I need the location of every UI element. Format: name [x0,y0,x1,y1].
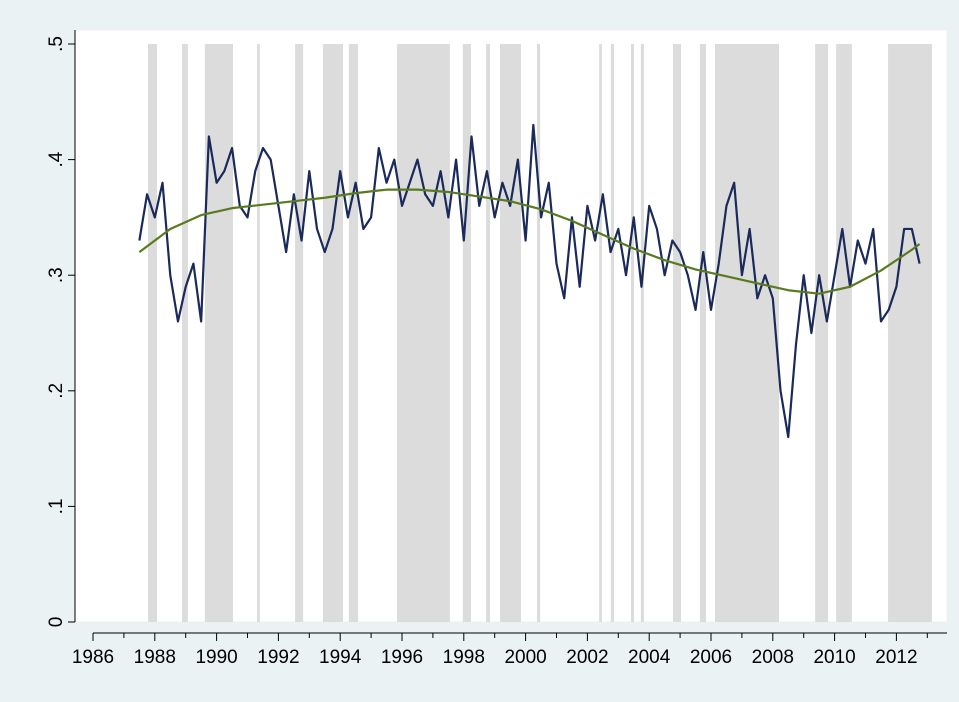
shaded-period [672,44,682,622]
shaded-period [322,44,343,622]
shaded-period [537,44,541,622]
x-tick-label: 1994 [319,647,362,668]
series-line [138,188,921,295]
x-tick-label: 2010 [813,647,855,668]
x-tick-label: 2012 [875,647,917,668]
shaded-period [204,44,233,622]
x-tick-label: 1990 [195,647,237,668]
x-tick-label: 2008 [752,647,794,668]
shaded-period [499,44,521,622]
x-tick-label: 2000 [504,647,546,668]
shaded-period [397,44,450,622]
shaded-period [815,44,829,622]
y-tick-label: .5 [46,36,67,52]
shaded-period [599,44,602,622]
shaded-period [836,44,852,622]
axes: 0 .1 .2 .3 .4 .5 1986 1988 1990 1992 1994 1996 1998 2… [46,30,947,668]
x-tick-label: 2004 [628,647,671,668]
shaded-period [486,44,491,622]
shaded-period [699,44,707,622]
shaded-period [257,44,260,622]
x-tick-label: 1998 [443,647,485,668]
y-tick-label: .4 [46,151,67,167]
shaded-period [181,44,188,622]
x-tick-label: 2006 [690,647,732,668]
shaded-period [462,44,471,622]
x-tick-label: 1988 [134,647,176,668]
lines [138,123,921,439]
y-tick-label: .1 [46,498,67,514]
shaded-period [348,44,359,622]
shaded-period [715,44,779,622]
y-tick-label: 0 [46,617,67,628]
x-tick-label: 1996 [381,647,423,668]
x-tick-label: 1992 [257,647,299,668]
shaded-period [630,44,635,622]
y-tick-label: .3 [46,267,67,283]
shaded-period [148,44,157,622]
x-tick-label: 2002 [566,647,608,668]
shaded-period [640,44,644,622]
x-tick-label: 1986 [72,647,114,668]
shaded-period [295,44,304,622]
y-tick-label: .2 [46,383,67,399]
series-line [138,123,921,439]
shaded-period [888,44,932,622]
shaded-period [610,44,614,622]
